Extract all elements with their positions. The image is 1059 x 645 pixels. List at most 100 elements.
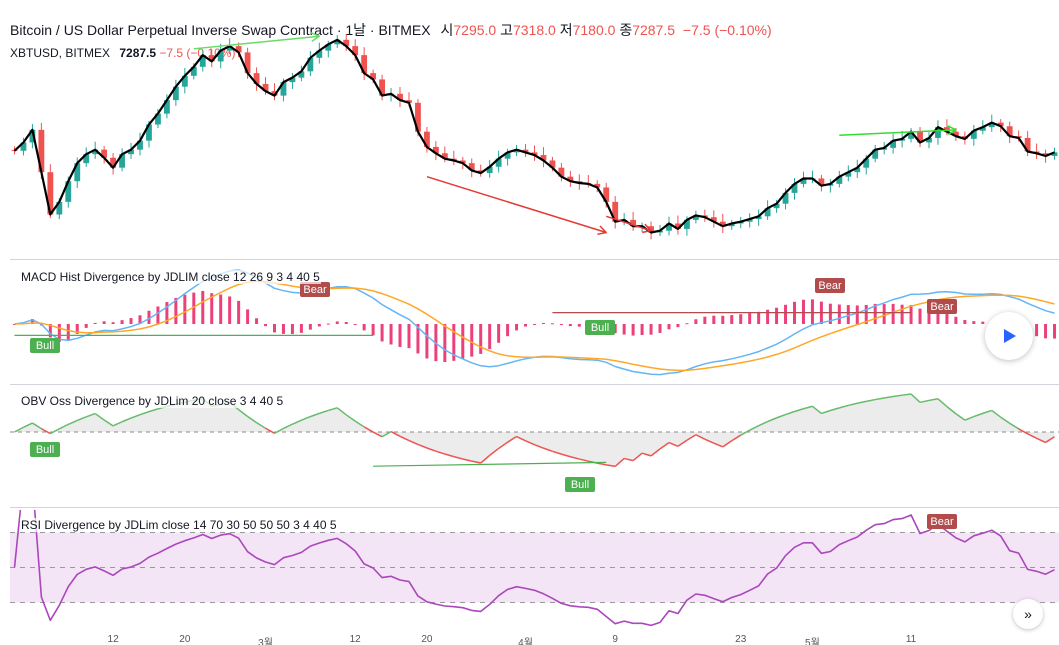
bear-badge[interactable]: Bear bbox=[815, 278, 845, 293]
candle-body bbox=[952, 131, 959, 137]
x-axis-tick-label: 11 bbox=[905, 634, 917, 645]
macd-hist-bar bbox=[497, 324, 501, 343]
obv-line-segment bbox=[525, 440, 535, 446]
candle-body bbox=[603, 187, 610, 202]
macd-pane[interactable]: Bull Bear Bull Bear Bear MACD Hist Divergenc… bbox=[10, 262, 1059, 382]
macd-indicator-label[interactable]: MACD Hist Divergence by JDLIM close 12 2… bbox=[20, 270, 321, 284]
bull-badge[interactable]: Bull bbox=[30, 442, 60, 457]
macd-hist-bar bbox=[371, 324, 375, 336]
macd-hist-bar bbox=[828, 303, 832, 324]
macd-hist-bar bbox=[909, 305, 913, 324]
obv-line-segment bbox=[319, 409, 329, 415]
scroll-to-realtime-button[interactable] bbox=[985, 312, 1033, 360]
macd-hist-bar bbox=[981, 321, 985, 324]
bull-badge[interactable]: Bull bbox=[585, 320, 615, 335]
bear-badge[interactable]: Bear bbox=[927, 299, 957, 314]
bull-badge[interactable]: Bull bbox=[30, 338, 60, 353]
bear-badge-box bbox=[927, 299, 957, 314]
candle-body bbox=[119, 154, 125, 168]
price-chart[interactable] bbox=[10, 8, 1059, 258]
candle-body bbox=[719, 221, 726, 227]
obv-line-segment bbox=[928, 398, 939, 402]
macd-hist-bar bbox=[721, 315, 725, 324]
obv-line-segment bbox=[848, 402, 858, 407]
candle-body bbox=[397, 93, 403, 101]
candle-body bbox=[540, 155, 547, 161]
low-label: 저 bbox=[559, 22, 573, 38]
macd-hist-bar bbox=[1044, 324, 1048, 339]
pane-separator[interactable] bbox=[10, 259, 1059, 260]
rsi-indicator-label[interactable]: RSI Divergence by JDLim close 14 70 30 5… bbox=[20, 518, 338, 532]
obv-line-segment bbox=[650, 448, 661, 457]
signal-line bbox=[14, 280, 1055, 372]
bear-badge[interactable]: Bear bbox=[300, 282, 330, 297]
macd-hist-bar bbox=[228, 296, 232, 324]
candle-body bbox=[199, 55, 206, 67]
macd-hist-bar bbox=[281, 324, 285, 334]
macd-hist-bar bbox=[488, 324, 492, 350]
candle-body bbox=[208, 55, 215, 62]
obv-line-segment bbox=[857, 400, 867, 405]
series-symbol[interactable]: XBTUSD, BITMEX bbox=[10, 46, 111, 60]
macd-hist-bar bbox=[470, 324, 474, 357]
obv-indicator-label[interactable]: OBV Oss Divergence by JDLim 20 close 3 4… bbox=[20, 394, 285, 408]
obv-line-segment bbox=[1000, 416, 1011, 424]
obv-chart[interactable]: Bull Bull bbox=[10, 387, 1059, 505]
macd-hist-bar bbox=[389, 324, 393, 345]
candle-body bbox=[746, 218, 753, 222]
obv-line-segment bbox=[139, 410, 150, 416]
obv-line-segment bbox=[785, 410, 795, 416]
macd-hist-bar bbox=[66, 324, 70, 340]
obv-line-segment bbox=[614, 457, 625, 467]
macd-hist-bar bbox=[120, 320, 124, 324]
macd-hist-bar bbox=[703, 316, 707, 324]
obv-line-segment bbox=[1027, 433, 1037, 440]
bull-divergence-arrow bbox=[605, 215, 652, 232]
candle-body bbox=[181, 75, 188, 87]
bull-badge-box bbox=[585, 320, 615, 335]
bull-divergence-arrow-head bbox=[597, 225, 607, 236]
candle-body bbox=[128, 149, 134, 155]
obv-line-segment bbox=[453, 455, 463, 460]
series-last: 7287.5 bbox=[119, 46, 157, 60]
x-axis-tick-label: 20 bbox=[421, 634, 433, 645]
bear-badge-box bbox=[927, 514, 957, 529]
macd-hist-bar bbox=[192, 292, 196, 324]
time-axis[interactable]: 12 20 3월 12 20 4월 9 23 5월 11 bbox=[10, 634, 1059, 645]
candle-body bbox=[684, 219, 690, 229]
obv-line-segment bbox=[274, 427, 284, 434]
rsi-pane[interactable]: Bear RSI Divergence by JDLim close 14 70… bbox=[10, 510, 1059, 630]
macd-hist-bar bbox=[712, 315, 716, 324]
macd-hist-bar bbox=[255, 318, 259, 324]
x-axis-tick-label: 4월 bbox=[518, 638, 533, 645]
macd-hist-bar bbox=[165, 302, 169, 324]
candle-body bbox=[944, 127, 950, 132]
price-line bbox=[13, 38, 1055, 234]
obv-line-segment bbox=[910, 393, 921, 403]
fast-forward-button[interactable]: » bbox=[1013, 599, 1043, 629]
candle-body bbox=[755, 216, 762, 219]
candle-body bbox=[20, 142, 27, 151]
rsi-chart[interactable]: Bear bbox=[10, 510, 1059, 630]
candle-body bbox=[612, 201, 619, 222]
obv-line-segment bbox=[830, 407, 840, 412]
pane-separator[interactable] bbox=[10, 507, 1059, 508]
bear-divergence-arrow-head bbox=[947, 125, 957, 136]
bull-badge[interactable]: Bull bbox=[565, 477, 595, 492]
obv-line-segment bbox=[884, 395, 894, 399]
obv-line-segment bbox=[41, 427, 51, 435]
pane-separator[interactable] bbox=[10, 384, 1059, 385]
obv-bull-divergence-line bbox=[373, 461, 607, 467]
obv-pane[interactable]: Bull Bull OBV Oss Divergence by JDLim 20 … bbox=[10, 387, 1059, 505]
candle-body bbox=[137, 140, 143, 150]
bull-badge-box bbox=[30, 442, 60, 457]
bear-badge[interactable]: Bear bbox=[927, 514, 957, 529]
price-pane[interactable] bbox=[10, 8, 1059, 258]
obv-line-segment bbox=[794, 408, 804, 413]
obv-line-segment bbox=[112, 421, 123, 427]
candle-body bbox=[298, 71, 305, 78]
macd-hist-bar bbox=[290, 324, 294, 335]
symbol-title[interactable]: Bitcoin / US Dollar Perpetual Inverse Sw… bbox=[10, 22, 431, 38]
macd-hist-bar bbox=[48, 324, 52, 338]
macd-chart[interactable]: Bull Bear Bull Bear Bear bbox=[10, 262, 1059, 382]
